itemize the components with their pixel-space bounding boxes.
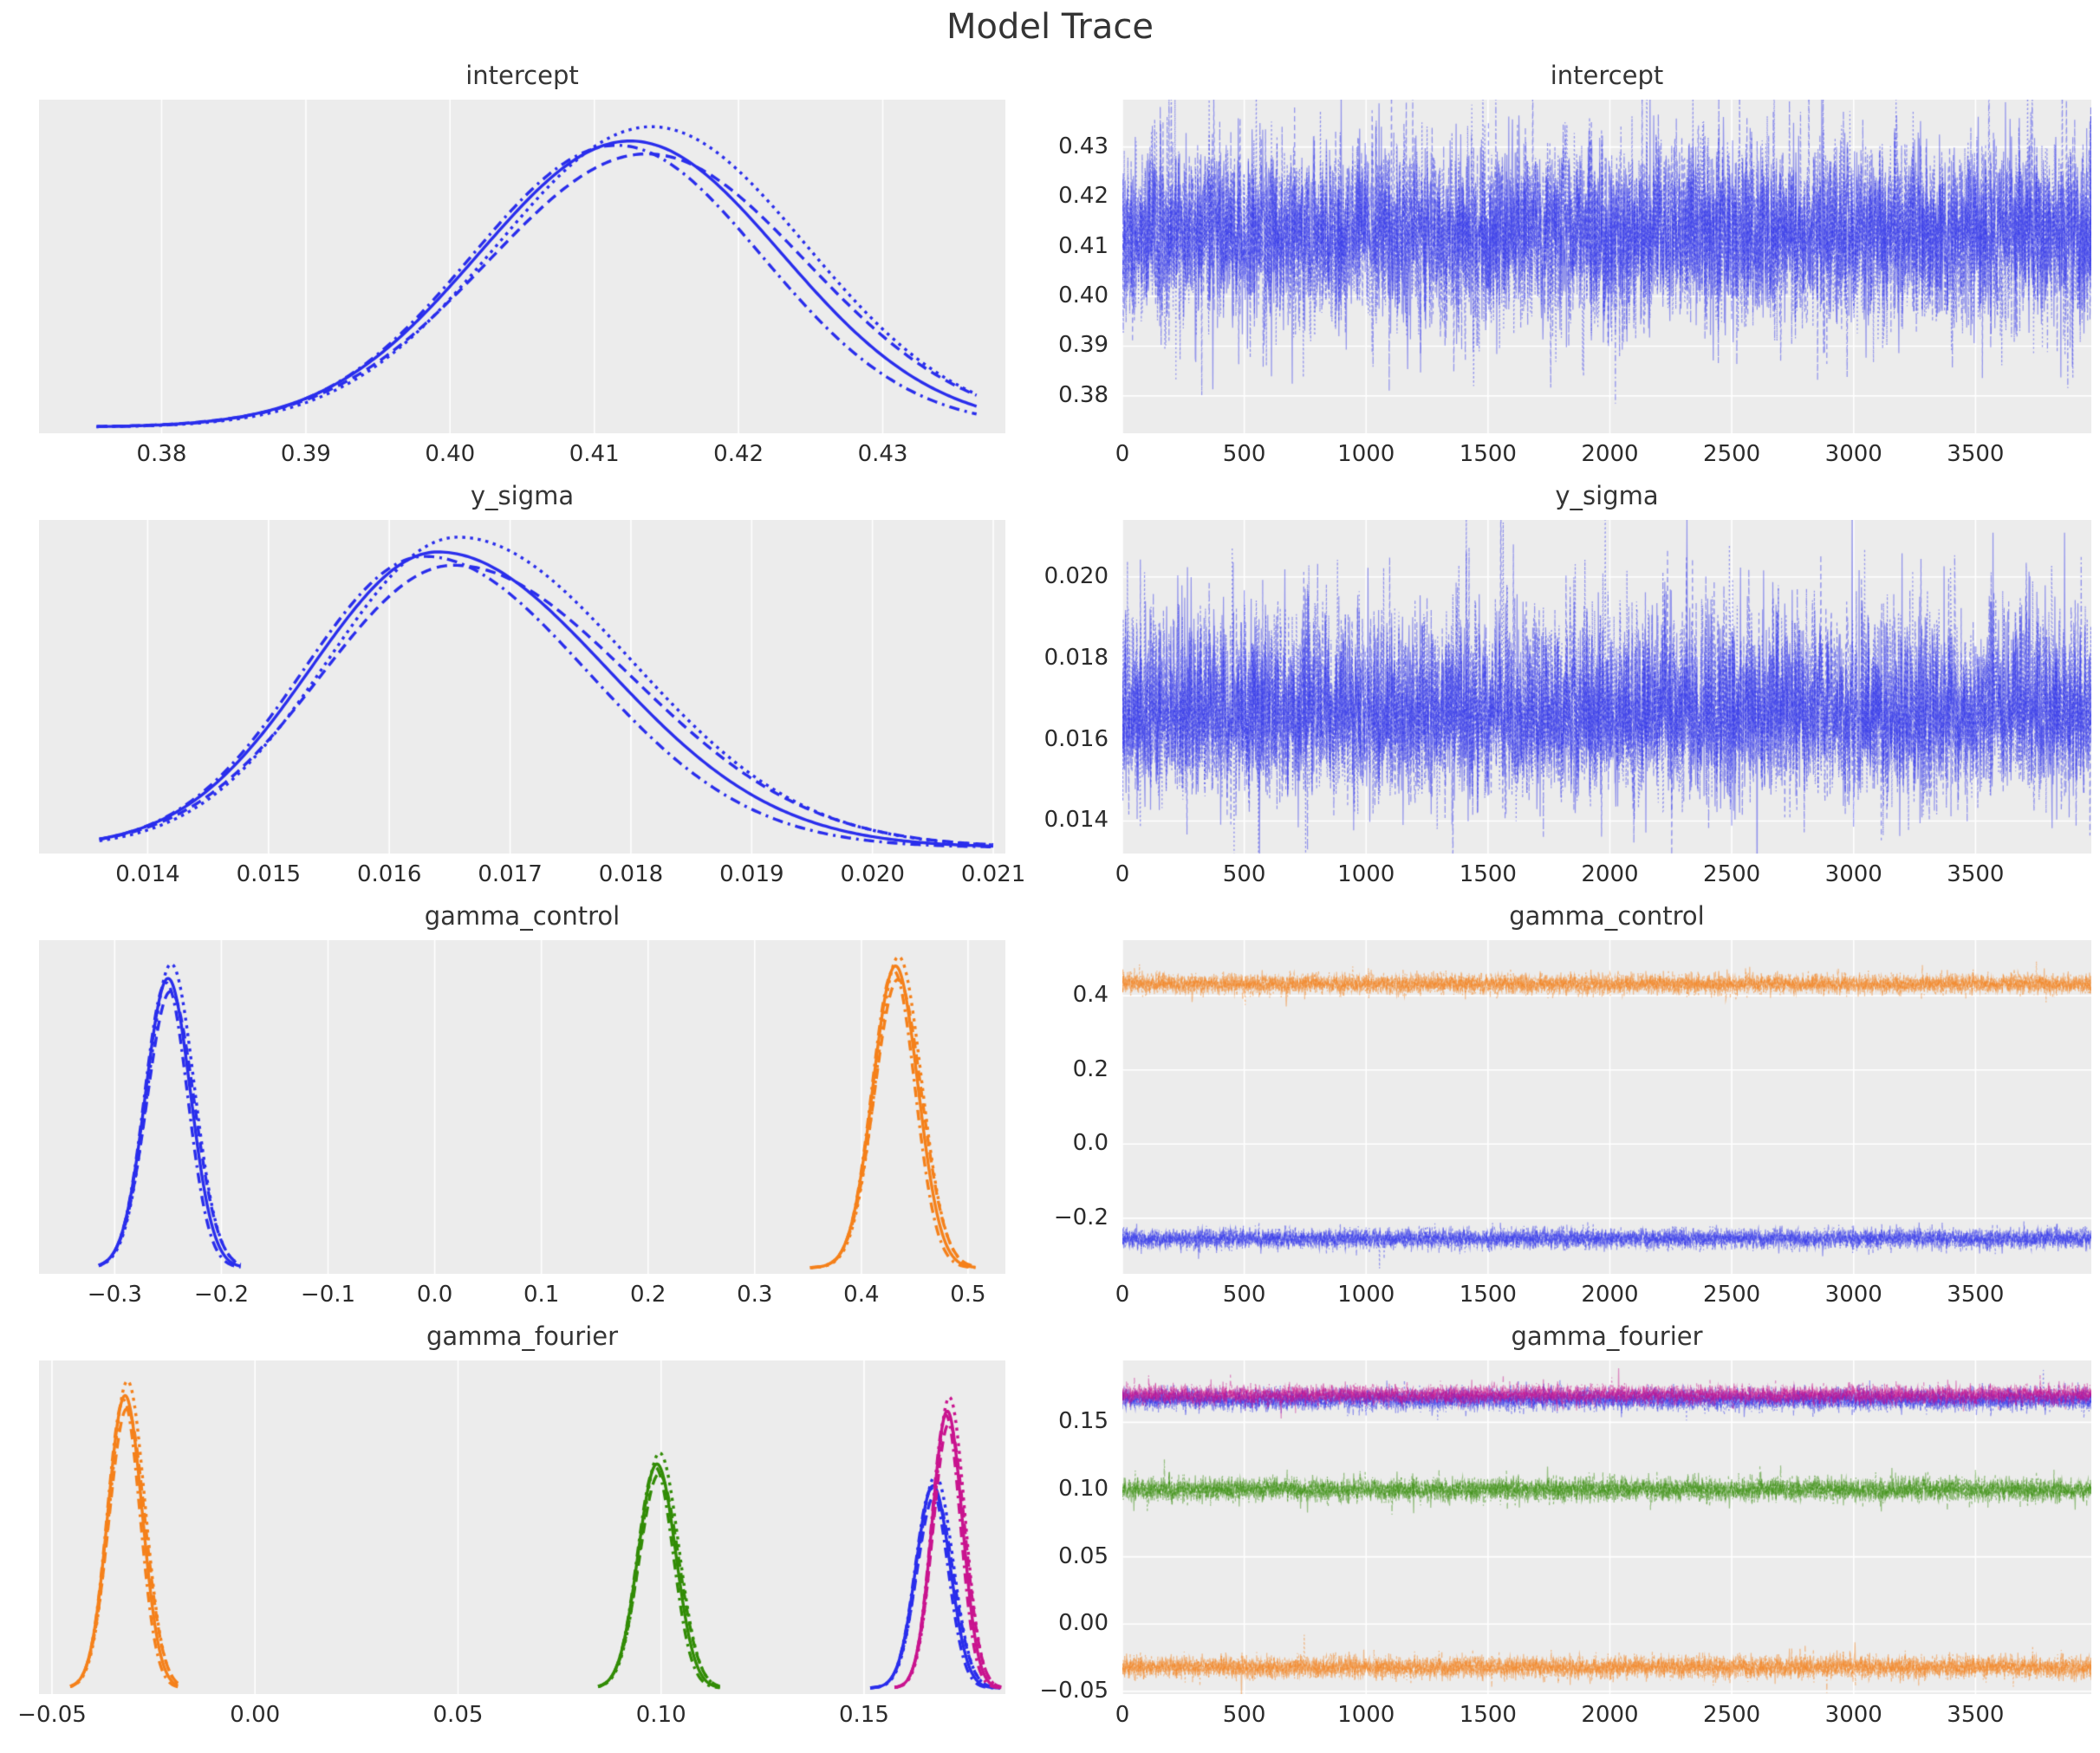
x-tick-label: 2500: [1703, 1702, 1761, 1728]
y-tick-label: 0.00: [1058, 1610, 1109, 1637]
subplot-title-gamma-control-trace: gamma_control: [1509, 901, 1705, 931]
x-tick-label: −0.2: [193, 1282, 249, 1308]
subplot-title-gamma-fourier-trace: gamma_fourier: [1511, 1321, 1703, 1351]
x-tick-label: 500: [1222, 861, 1266, 887]
x-tick-label: 2500: [1703, 861, 1761, 887]
intercept-density-canvas: [39, 100, 1005, 433]
subplot-title-intercept-trace: intercept: [1550, 61, 1664, 90]
x-tick-label: 0.10: [635, 1702, 686, 1728]
subplot-title-gamma-control-density: gamma_control: [424, 901, 621, 931]
y-sigma-density-canvas: [39, 520, 1005, 854]
x-tick-label: 1000: [1337, 1282, 1395, 1308]
x-tick-label: −0.1: [300, 1282, 356, 1308]
x-tick-label: 0.2: [630, 1282, 666, 1308]
y-tick-label: 0.41: [1058, 232, 1109, 259]
x-tick-label: 2000: [1581, 861, 1639, 887]
x-tick-label: 1500: [1459, 441, 1517, 467]
x-tick-label: 500: [1222, 1282, 1266, 1308]
y-tick-label: 0.43: [1058, 133, 1109, 159]
x-tick-label: 2000: [1581, 1702, 1639, 1728]
y-tick-label: 0.2: [1072, 1055, 1109, 1082]
x-tick-label: −0.05: [17, 1702, 87, 1728]
y-tick-label: 0.40: [1058, 282, 1109, 308]
gamma-fourier-density-canvas: [39, 1360, 1005, 1694]
x-tick-label: 0.00: [230, 1702, 281, 1728]
x-tick-label: 1500: [1459, 1702, 1517, 1728]
y-tick-label: 0.020: [1043, 562, 1109, 589]
x-tick-label: 0.15: [839, 1702, 889, 1728]
y-tick-label: 0.05: [1058, 1542, 1109, 1569]
x-tick-label: 3500: [1947, 861, 2005, 887]
x-tick-label: 0.020: [840, 861, 905, 887]
subplot-title-intercept-density: intercept: [465, 61, 579, 90]
x-tick-label: 1000: [1337, 441, 1395, 467]
x-tick-label: 1000: [1337, 861, 1395, 887]
x-tick-label: 2500: [1703, 1282, 1761, 1308]
gamma-control-trace-canvas: [1122, 940, 2091, 1274]
intercept-trace-canvas: [1122, 100, 2091, 433]
y-tick-label: 0.38: [1058, 381, 1109, 408]
x-tick-label: 1500: [1459, 1282, 1517, 1308]
x-tick-label: 0.43: [857, 441, 908, 467]
x-tick-label: 3500: [1947, 441, 2005, 467]
x-tick-label: 0.0: [416, 1282, 453, 1308]
x-tick-label: 3500: [1947, 1702, 2005, 1728]
x-tick-label: 0.016: [356, 861, 422, 887]
x-tick-label: 0.014: [115, 861, 180, 887]
subplot-title-gamma-fourier-density: gamma_fourier: [426, 1321, 619, 1351]
y-tick-label: 0.0: [1072, 1130, 1109, 1157]
x-tick-label: 3500: [1947, 1282, 2005, 1308]
y-tick-label: 0.15: [1058, 1408, 1109, 1435]
y-tick-label: 0.016: [1043, 725, 1109, 752]
x-tick-label: 0.38: [136, 441, 187, 467]
x-tick-label: 2000: [1581, 1282, 1639, 1308]
x-tick-label: 500: [1222, 1702, 1266, 1728]
x-tick-label: 0: [1115, 861, 1130, 887]
x-tick-label: 1500: [1459, 861, 1517, 887]
y-tick-label: 0.10: [1058, 1476, 1109, 1503]
x-tick-label: −0.3: [87, 1282, 142, 1308]
x-tick-label: 1000: [1337, 1702, 1395, 1728]
x-tick-label: 0.42: [713, 441, 764, 467]
x-tick-label: 0.015: [236, 861, 302, 887]
x-tick-label: 0.1: [523, 1282, 560, 1308]
x-tick-label: 3000: [1824, 1702, 1882, 1728]
x-tick-label: 0: [1115, 1702, 1130, 1728]
x-tick-label: 0.05: [432, 1702, 484, 1728]
x-tick-label: 0.4: [843, 1282, 880, 1308]
y-tick-label: 0.014: [1043, 807, 1109, 834]
x-tick-label: 0.40: [425, 441, 476, 467]
y-sigma-trace-canvas: [1122, 520, 2091, 854]
x-tick-label: 2000: [1581, 441, 1639, 467]
x-tick-label: 500: [1222, 441, 1266, 467]
x-tick-label: 0.018: [598, 861, 664, 887]
x-tick-label: 0: [1115, 441, 1130, 467]
gamma-fourier-trace-canvas: [1122, 1360, 2091, 1694]
x-tick-label: 0.021: [960, 861, 1026, 887]
subplot-title-y-sigma-trace: y_sigma: [1555, 481, 1659, 510]
x-tick-label: 0.019: [719, 861, 784, 887]
x-tick-label: 3000: [1824, 441, 1882, 467]
y-tick-label: 0.4: [1072, 982, 1109, 1009]
x-tick-label: 0: [1115, 1282, 1130, 1308]
x-tick-label: 0.5: [950, 1282, 986, 1308]
subplot-title-y-sigma-density: y_sigma: [470, 481, 575, 510]
x-tick-label: 3000: [1824, 1282, 1882, 1308]
y-tick-label: −0.2: [1053, 1204, 1109, 1230]
x-tick-label: 0.41: [569, 441, 620, 467]
y-tick-label: 0.42: [1058, 183, 1109, 210]
x-tick-label: 0.3: [737, 1282, 773, 1308]
y-tick-label: −0.05: [1039, 1677, 1109, 1704]
y-tick-label: 0.018: [1043, 644, 1109, 671]
gamma-control-density-canvas: [39, 940, 1005, 1274]
x-tick-label: 3000: [1824, 861, 1882, 887]
x-tick-label: 0.39: [280, 441, 331, 467]
y-tick-label: 0.39: [1058, 332, 1109, 359]
figure-title: Model Trace: [946, 7, 1154, 47]
x-tick-label: 2500: [1703, 441, 1761, 467]
x-tick-label: 0.017: [478, 861, 543, 887]
